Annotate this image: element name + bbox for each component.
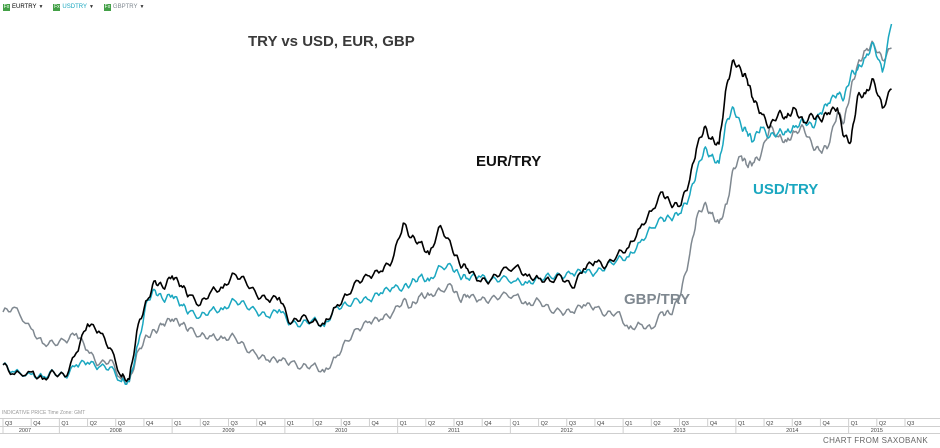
legend-label: EURTRY: [12, 4, 37, 10]
fx-icon: Fx: [103, 3, 111, 11]
year-tick-label: 2011: [448, 428, 460, 434]
legend-item-eurtry[interactable]: Fx EURTRY ▼: [3, 3, 44, 11]
quarter-tick-label: Q2: [653, 421, 660, 427]
quarter-tick-label: Q2: [90, 421, 97, 427]
quarter-tick-label: Q3: [456, 421, 463, 427]
quarter-tick-label: Q1: [400, 421, 407, 427]
quarter-tick-label: Q3: [569, 421, 576, 427]
quarter-tick-label: Q3: [231, 421, 238, 427]
plot-area: [0, 14, 940, 414]
quarter-tick-label: Q4: [822, 421, 829, 427]
legend-label: GBPTRY: [112, 4, 138, 10]
fx-icon: Fx: [3, 3, 10, 11]
quarter-tick-label: Q2: [879, 421, 886, 427]
year-tick-label: 2014: [786, 428, 798, 434]
year-tick-label: 2015: [871, 428, 883, 434]
year-tick-label: 2008: [110, 428, 122, 434]
quarter-tick-label: Q1: [851, 421, 858, 427]
quarter-tick-label: Q2: [428, 421, 435, 427]
annotation-eurtry: EUR/TRY: [476, 153, 541, 170]
indicative-price-label: INDICATIVE PRICE Time Zone: GMT: [2, 410, 86, 416]
legend-item-gbptry[interactable]: Fx GBPTRY ▼: [103, 3, 145, 11]
quarter-tick-label: Q2: [202, 421, 209, 427]
annotation-usdtry: USD/TRY: [753, 181, 818, 198]
quarter-tick-label: Q4: [371, 421, 378, 427]
quarter-tick-label: Q3: [118, 421, 125, 427]
quarter-tick-label: Q4: [33, 421, 40, 427]
quarter-tick-label: Q4: [146, 421, 153, 427]
quarter-tick-label: Q1: [738, 421, 745, 427]
chart-title: TRY vs USD, EUR, GBP: [248, 33, 415, 50]
quarter-tick-label: Q3: [5, 421, 12, 427]
annotation-gbptry: GBP/TRY: [624, 291, 690, 308]
legend-bar: Fx EURTRY ▼ Fx USDTRY ▼ Fx GBPTRY ▼: [0, 0, 940, 14]
fx-icon: Fx: [53, 3, 61, 11]
quarter-tick-label: Q4: [710, 421, 717, 427]
quarter-tick-label: Q2: [315, 421, 322, 427]
chevron-down-icon[interactable]: ▼: [88, 4, 94, 10]
quarter-tick-label: Q3: [682, 421, 689, 427]
quarter-tick-label: Q3: [794, 421, 801, 427]
quarter-tick-label: Q3: [907, 421, 914, 427]
quarter-tick-label: Q1: [287, 421, 294, 427]
quarter-tick-label: Q4: [484, 421, 491, 427]
quarter-tick-label: Q2: [766, 421, 773, 427]
year-tick-label: 2009: [222, 428, 234, 434]
series-line-eurtry: [2, 59, 892, 383]
legend-item-usdtry[interactable]: Fx USDTRY ▼: [53, 3, 94, 11]
year-tick-label: 2012: [561, 428, 573, 434]
chevron-down-icon[interactable]: ▼: [38, 4, 44, 10]
year-tick-label: 2010: [335, 428, 347, 434]
chart-credit: CHART FROM SAXOBANK: [823, 436, 928, 445]
time-axis: Q3 Q4 Q1 Q2 Q3 Q4 Q1 Q2 Q3 Q4 Q1 Q2 Q3 Q4 Q1 Q2 Q3 Q4 Q1 Q2…: [0, 418, 940, 434]
chevron-down-icon[interactable]: ▼: [139, 4, 145, 10]
legend-label: USDTRY: [62, 4, 87, 10]
year-tick-label: 2013: [673, 428, 685, 434]
quarter-tick-label: Q2: [541, 421, 548, 427]
series-line-usdtry: [2, 23, 893, 386]
quarter-tick-label: Q1: [512, 421, 519, 427]
quarter-tick-label: Q1: [61, 421, 68, 427]
quarter-tick-label: Q1: [174, 421, 181, 427]
quarter-tick-label: Q4: [259, 421, 266, 427]
series-lines: [2, 23, 893, 386]
year-tick-label: 2007: [19, 428, 31, 434]
series-annotations: EUR/TRY USD/TRY GBP/TRY: [476, 153, 818, 308]
quarter-tick-label: Q4: [597, 421, 604, 427]
quarter-tick-label: Q3: [343, 421, 350, 427]
quarter-tick-label: Q1: [625, 421, 632, 427]
